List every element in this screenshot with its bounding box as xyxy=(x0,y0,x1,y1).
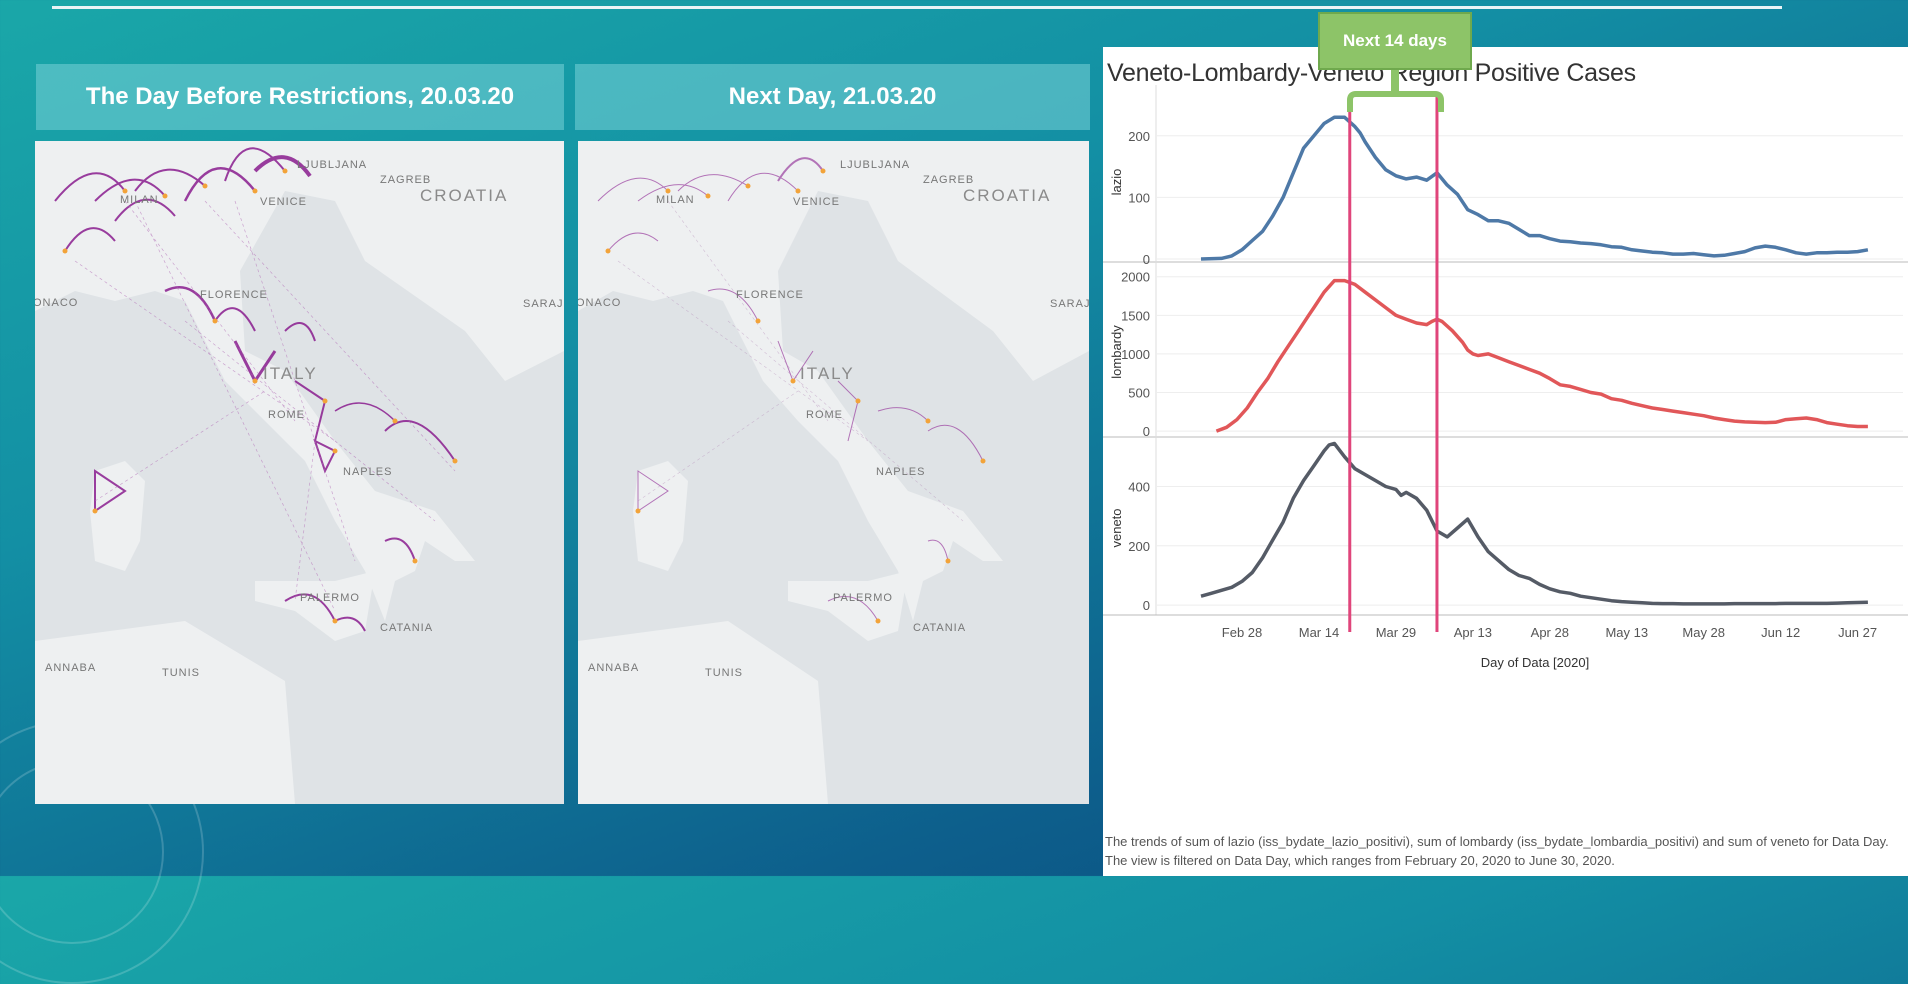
city-naples: NAPLES xyxy=(343,466,392,478)
city-milan-right: MILAN xyxy=(656,194,695,206)
city-rome-right: ROME xyxy=(806,409,843,421)
x-tick-label: May 28 xyxy=(1682,625,1725,640)
city-annaba-right: ANNABA xyxy=(588,662,639,674)
y-tick-label: 2000 xyxy=(1121,270,1150,285)
x-tick-label: May 13 xyxy=(1605,625,1648,640)
land-sardinia-right xyxy=(633,461,688,571)
series-axis-label: lazio xyxy=(1109,169,1124,196)
city-monaco-right: ONACO xyxy=(578,297,621,309)
x-tick-label: Mar 29 xyxy=(1376,625,1416,640)
city-catania-right: CATANIA xyxy=(913,622,966,634)
y-tick-label: 0 xyxy=(1143,424,1150,439)
x-tick-label: Mar 14 xyxy=(1299,625,1339,640)
x-tick-label: Apr 28 xyxy=(1531,625,1569,640)
land-africa xyxy=(35,621,295,804)
city-naples-right: NAPLES xyxy=(876,466,925,478)
y-tick-label: 1000 xyxy=(1121,347,1150,362)
city-annaba: ANNABA xyxy=(45,662,96,674)
y-tick-label: 200 xyxy=(1128,129,1150,144)
map-svg-right: LJUBLJANA ZAGREB CROATIA MILAN VENICE ON… xyxy=(578,141,1089,804)
city-florence-right: FLORENCE xyxy=(736,289,804,301)
city-rome: ROME xyxy=(268,409,305,421)
y-tick-label: 400 xyxy=(1128,479,1150,494)
country-croatia: CROATIA xyxy=(420,186,508,205)
series-line-lazio xyxy=(1200,115,1869,261)
city-sarajevo: SARAJE xyxy=(523,298,564,310)
next-14-days-callout: Next 14 days xyxy=(1318,12,1472,70)
city-catania: CATANIA xyxy=(380,622,433,634)
top-divider xyxy=(52,0,1782,9)
city-palermo: PALERMO xyxy=(300,592,360,604)
series-axis-label: veneto xyxy=(1109,508,1124,547)
land-north-right xyxy=(578,141,1089,621)
series-axis-label: lombardy xyxy=(1109,325,1124,379)
y-tick-label: 200 xyxy=(1128,539,1150,554)
x-tick-label: Apr 13 xyxy=(1454,625,1492,640)
chart-panel: Veneto-Lombardy-Veneto Region Positive C… xyxy=(1103,47,1908,876)
y-tick-label: 1500 xyxy=(1121,308,1150,323)
city-venice: VENICE xyxy=(260,196,307,208)
land-sicily xyxy=(255,571,375,641)
y-tick-label: 500 xyxy=(1128,386,1150,401)
city-tunis: TUNIS xyxy=(162,667,200,679)
series-line-lombardy xyxy=(1215,278,1868,433)
city-zagreb: ZAGREB xyxy=(380,174,431,186)
map-before-restrictions[interactable]: LJUBLJANA ZAGREB CROATIA MILAN VENICE ON… xyxy=(35,141,564,804)
city-venice-right: VENICE xyxy=(793,196,840,208)
y-tick-label: 0 xyxy=(1143,598,1150,613)
map-svg-left: LJUBLJANA ZAGREB CROATIA MILAN VENICE ON… xyxy=(35,141,564,804)
city-ljubljana-right: LJUBLJANA xyxy=(840,159,910,171)
x-tick-label: Jun 12 xyxy=(1761,625,1800,640)
x-axis-title: Day of Data [2020] xyxy=(1481,655,1589,670)
chart-svg[interactable]: 0 100 200 lazio 0 500 1000 1500 2000 lombardy 0 200… xyxy=(1103,47,1908,827)
right-map-title: Next Day, 21.03.20 xyxy=(575,64,1090,130)
city-tunis-right: TUNIS xyxy=(705,667,743,679)
series-line-veneto xyxy=(1200,441,1868,606)
city-zagreb-right: ZAGREB xyxy=(923,174,974,186)
x-tick-label: Jun 27 xyxy=(1838,625,1877,640)
country-croatia-right: CROATIA xyxy=(963,186,1051,205)
y-tick-label: 100 xyxy=(1128,190,1150,205)
city-monaco: ONACO xyxy=(35,297,78,309)
land-north xyxy=(35,141,564,621)
land-africa-right xyxy=(578,621,828,804)
country-italy: ITALY xyxy=(263,364,318,383)
callout-bracket xyxy=(1347,70,1444,112)
map-next-day[interactable]: LJUBLJANA ZAGREB CROATIA MILAN VENICE ON… xyxy=(578,141,1089,804)
city-ljubljana: LJUBLJANA xyxy=(297,159,367,171)
y-tick-label: 0 xyxy=(1143,252,1150,267)
city-palermo-right: PALERMO xyxy=(833,592,893,604)
chart-caption: The trends of sum of lazio (iss_bydate_l… xyxy=(1105,834,1889,868)
left-map-title: The Day Before Restrictions, 20.03.20 xyxy=(36,64,564,130)
land-sardinia xyxy=(90,461,145,571)
x-tick-label: Feb 28 xyxy=(1222,625,1262,640)
city-milan: MILAN xyxy=(120,194,159,206)
city-sarajevo-right: SARAJE xyxy=(1050,298,1089,310)
country-italy-right: ITALY xyxy=(800,364,855,383)
city-florence: FLORENCE xyxy=(200,289,268,301)
